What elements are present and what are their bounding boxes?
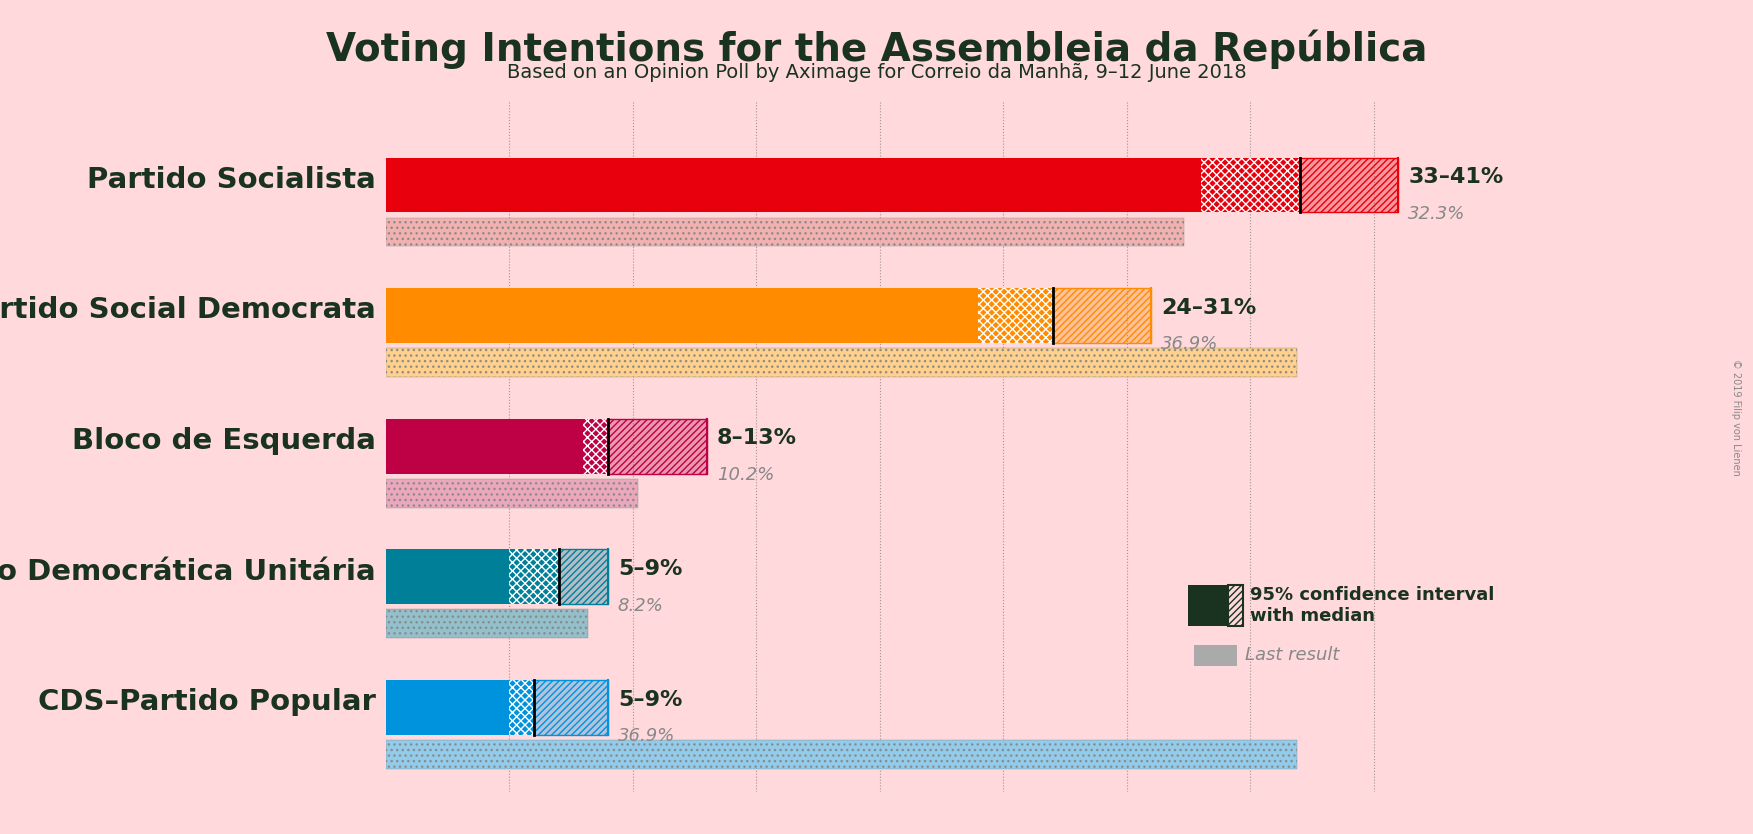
Bar [1201,158,1299,213]
Bar [608,419,706,474]
Bar [1299,158,1399,213]
Text: Bloco de Esquerda: Bloco de Esquerda [72,427,375,455]
Bar [386,479,638,508]
Bar [559,550,608,604]
Bar [508,680,535,735]
Text: 10.2%: 10.2% [717,466,775,484]
Text: 36.9%: 36.9% [617,727,675,745]
Bar [584,419,608,474]
Text: Partido Social Democrata: Partido Social Democrata [0,296,375,324]
Bar [386,349,1297,377]
Bar [386,349,1297,377]
Text: 5–9%: 5–9% [617,559,682,579]
Text: Last result: Last result [1245,646,1339,664]
Bar [386,158,1201,213]
Bar [386,610,589,638]
Text: Voting Intentions for the Assembleia da República: Voting Intentions for the Assembleia da … [326,29,1427,68]
Bar [386,680,508,735]
Bar [978,289,1052,343]
Bar [386,550,508,604]
Bar [386,610,589,638]
Text: 24–31%: 24–31% [1160,298,1257,318]
Bar [508,680,535,735]
Text: CDS–Partido Popular: CDS–Partido Popular [39,688,375,716]
Bar [386,218,1183,246]
Text: 5–9%: 5–9% [617,690,682,710]
Bar [1201,158,1299,213]
Text: 33–41%: 33–41% [1408,167,1504,187]
Text: Based on an Opinion Poll by Aximage for Correio da Manhã, 9–12 June 2018: Based on an Opinion Poll by Aximage for … [507,63,1246,82]
Bar [386,289,978,343]
Bar [978,289,1052,343]
Bar [1213,585,1229,626]
Bar [386,740,1297,769]
Bar [1229,585,1243,626]
Bar [1189,585,1213,626]
Bar [1299,158,1399,213]
Bar [386,419,584,474]
Bar [584,419,608,474]
Text: 8–13%: 8–13% [717,429,796,449]
Bar [386,218,1183,246]
Bar [535,680,608,735]
Bar [608,419,706,474]
Text: Coligação Democrática Unitária: Coligação Democrática Unitária [0,557,375,586]
Bar [508,550,559,604]
Bar [1052,289,1152,343]
Text: Partido Socialista: Partido Socialista [88,166,375,193]
Text: 36.9%: 36.9% [1160,335,1218,354]
Bar [535,680,608,735]
Bar [1052,289,1152,343]
Text: 95% confidence interval
with median: 95% confidence interval with median [1250,586,1495,625]
Bar [508,550,559,604]
Text: 32.3%: 32.3% [1408,204,1466,223]
Bar [386,479,638,508]
Text: © 2019 Filip von Lienen: © 2019 Filip von Lienen [1730,359,1741,475]
Bar [1194,645,1238,666]
Bar [386,740,1297,769]
Bar [559,550,608,604]
Text: 8.2%: 8.2% [617,596,664,615]
